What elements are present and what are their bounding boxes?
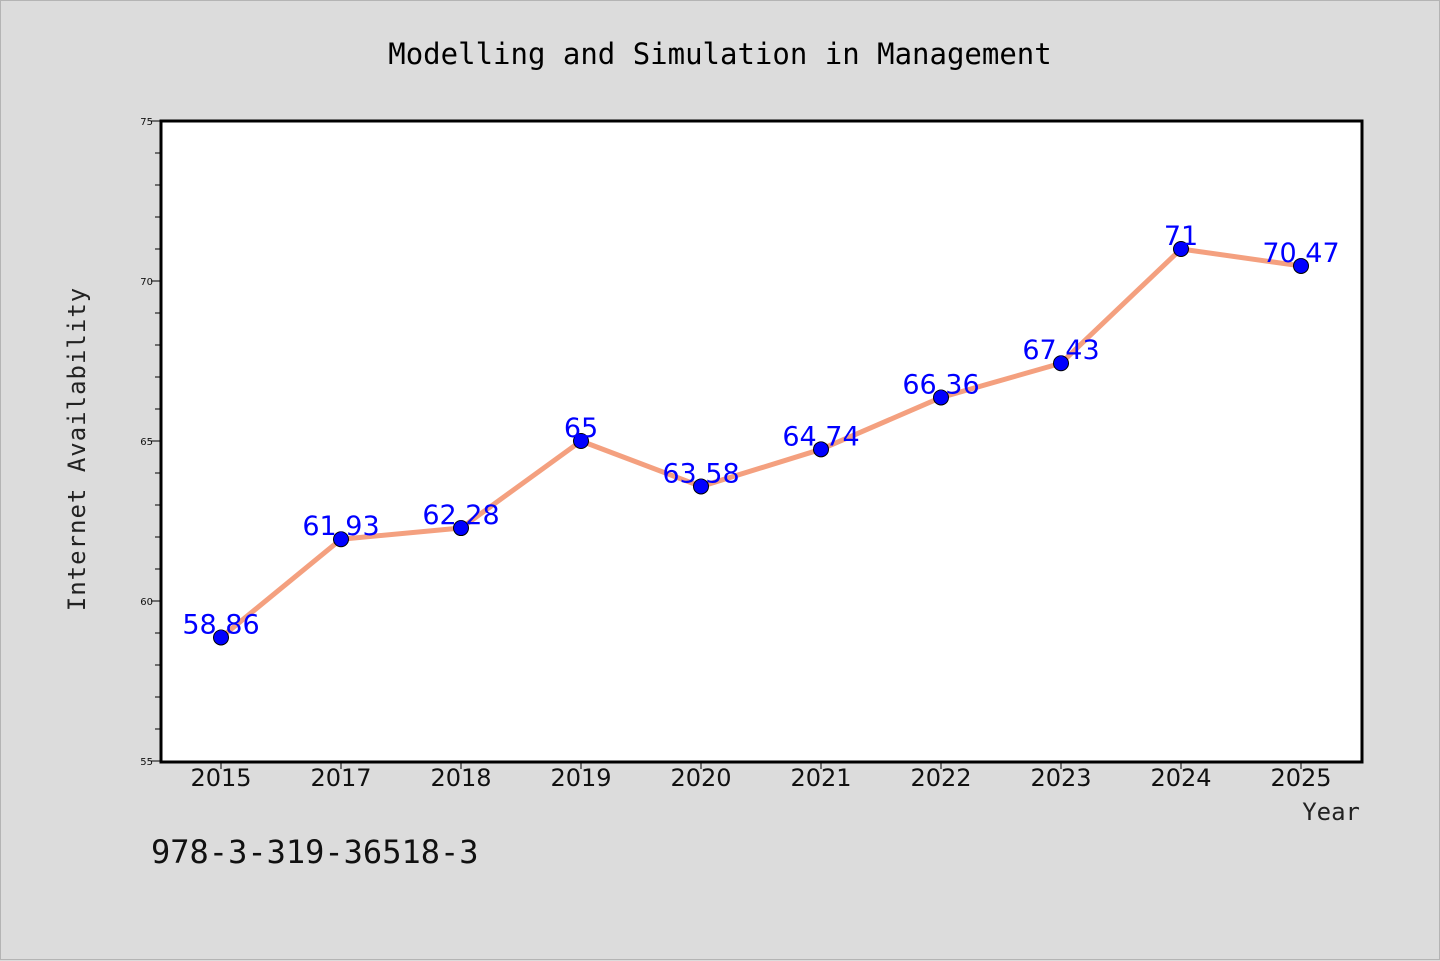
- data-label: 70.47: [1262, 238, 1339, 269]
- x-tick-label: 2025: [1270, 764, 1331, 792]
- y-axis-label: Internet Availability: [63, 287, 91, 611]
- data-point: [213, 629, 229, 646]
- x-tick-label: 2021: [790, 764, 851, 792]
- x-tick-label: 2020: [670, 764, 731, 792]
- x-tick-label: 2023: [1030, 764, 1091, 792]
- y-tick-label: 60: [140, 597, 153, 608]
- series-line: [218, 246, 1304, 640]
- y-tick-label: 75: [140, 117, 153, 128]
- data-label: 62.28: [422, 500, 499, 531]
- data-label: 61.93: [302, 511, 379, 542]
- axis-ticks: 55 60 65 70 75 2015 2017 2018 2019 2020 2021 2022 20…: [140, 117, 1331, 792]
- x-tick-label: 2019: [550, 764, 611, 792]
- isbn-text: 978-3-319-36518-3: [151, 833, 479, 871]
- data-point: [1173, 241, 1189, 257]
- data-label: 71: [1164, 221, 1198, 252]
- y-tick-label: 65: [140, 437, 153, 448]
- x-tick-label: 2015: [190, 764, 251, 792]
- data-label: 64.74: [782, 421, 859, 452]
- series-layer: [213, 241, 1309, 646]
- data-point: [453, 520, 469, 537]
- data-label: 65: [564, 413, 598, 444]
- plot-area: [159, 119, 1364, 764]
- data-point: [693, 478, 709, 495]
- data-label: 58.86: [182, 609, 259, 640]
- x-tick-label: 2017: [310, 764, 371, 792]
- data-point: [333, 531, 349, 548]
- data-label: 66.36: [902, 369, 979, 400]
- data-point: [1293, 257, 1309, 274]
- data-label: 67.43: [1022, 335, 1099, 366]
- y-tick-label: 55: [140, 757, 153, 768]
- data-point: [573, 433, 589, 449]
- x-tick-label: 2022: [910, 764, 971, 792]
- data-label-layer: 58.86 61.93 62.28 65 63.58 64.74 66.36 67.43 71 7…: [182, 221, 1339, 640]
- data-label: 63.58: [662, 458, 739, 489]
- x-tick-label: 2024: [1150, 764, 1211, 792]
- data-point: [1053, 355, 1069, 372]
- data-point: [933, 389, 949, 406]
- x-tick-label: 2018: [430, 764, 491, 792]
- x-axis-label: Year: [1302, 798, 1360, 826]
- data-point: [813, 441, 829, 458]
- y-tick-label: 70: [140, 277, 153, 288]
- chart-title: Modelling and Simulation in Management: [388, 37, 1051, 71]
